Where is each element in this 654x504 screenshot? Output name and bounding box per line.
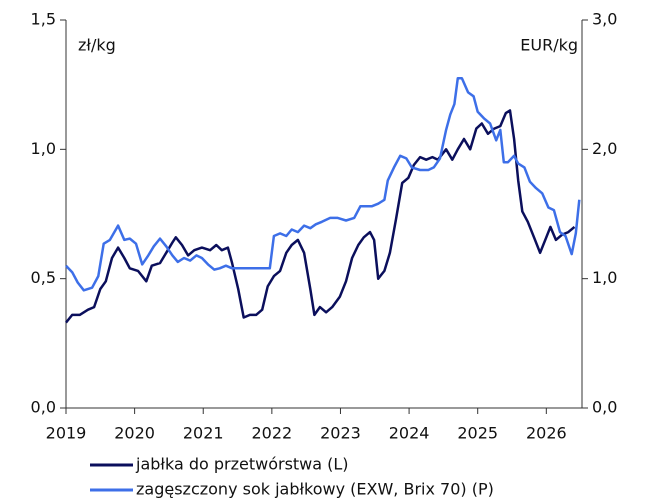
series-line: [65, 76, 581, 292]
y-tick-label: 1,5: [31, 10, 56, 29]
x-tick-label: 2019: [46, 424, 87, 443]
series-line: [65, 109, 576, 324]
x-tick-label: 2024: [389, 424, 430, 443]
y-axis-label: zł/kg: [78, 36, 116, 55]
x-tick-label: 2022: [251, 424, 292, 443]
y2-tick-label: 0,0: [592, 398, 617, 417]
legend-label: zagęszczony sok jabłkowy (EXW, Brix 70) …: [136, 480, 494, 499]
y2-tick-label: 3,0: [592, 10, 617, 29]
x-tick-label: 2021: [183, 424, 224, 443]
y-tick-label: 0,5: [31, 268, 56, 287]
legend-label: jabłka do przetwórstwa (L): [135, 455, 349, 474]
y2-tick-label: 1,0: [592, 268, 617, 287]
x-tick-label: 2025: [457, 424, 498, 443]
y-tick-label: 1,0: [31, 139, 56, 158]
x-tick-label: 2023: [320, 424, 361, 443]
y2-axis-label: EUR/kg: [520, 36, 578, 55]
y-tick-label: 0,0: [31, 398, 56, 417]
x-tick-label: 2020: [114, 424, 155, 443]
x-tick-label: 2026: [526, 424, 567, 443]
y2-tick-label: 2,0: [592, 139, 617, 158]
